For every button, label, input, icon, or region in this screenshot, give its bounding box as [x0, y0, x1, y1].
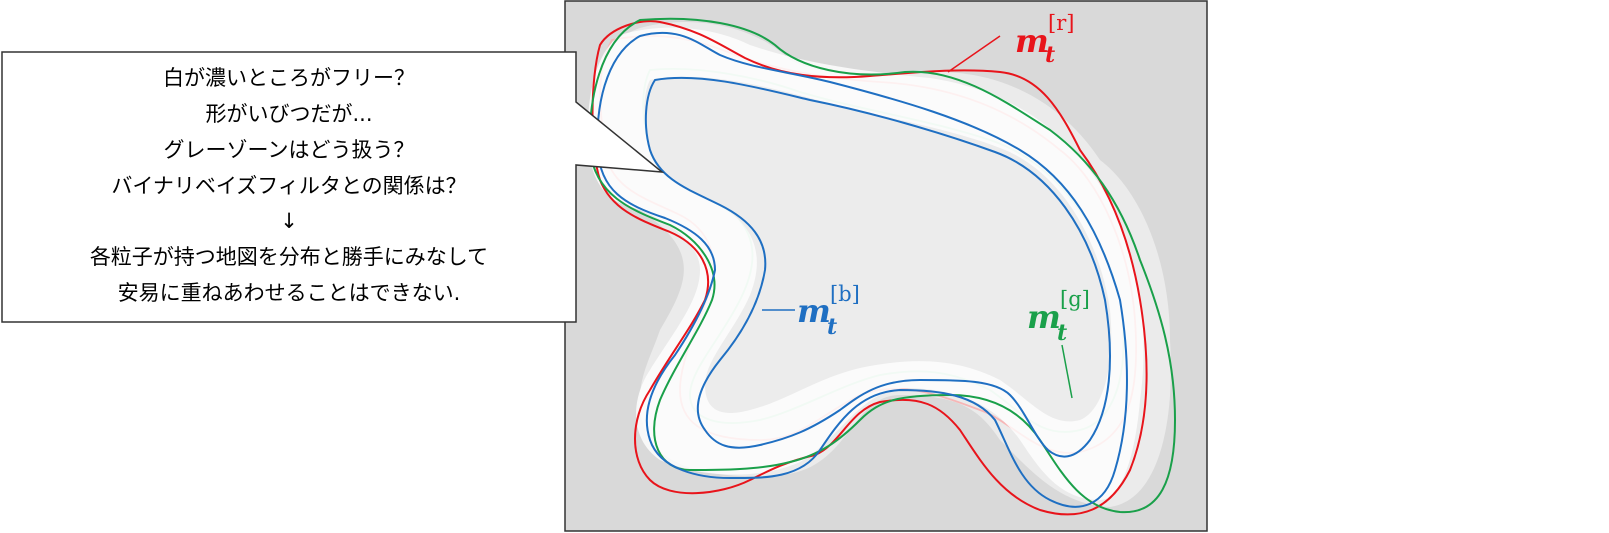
- svg-text:t: t: [1045, 42, 1055, 68]
- svg-text:t: t: [827, 314, 837, 340]
- callout-line-4: バイナリベイズフィルタとの関係は？: [111, 174, 466, 198]
- label-g: m t [g]: [1027, 287, 1090, 346]
- callout-line-2: 形がいびつだが...: [205, 102, 372, 126]
- label-b: m t [b]: [797, 282, 860, 340]
- svg-text:m: m: [797, 292, 831, 330]
- leader-g: [1061, 344, 1073, 399]
- callout-line-1: 白が濃いところがフリー？: [163, 66, 415, 90]
- label-r-sub: t: [1045, 42, 1055, 68]
- label-r-sup: [r]: [1048, 11, 1074, 35]
- callout-text: 白が濃いところがフリー？ 形がいびつだが... グレーゾーンはどう扱う？ バイナ…: [90, 66, 488, 305]
- callout-line-7: 安易に重ねあわせることはできない.: [118, 281, 461, 305]
- label-b-base: m: [797, 292, 831, 330]
- contour-g: [588, 17, 1177, 514]
- callout-line-6: 各粒子が持つ地図を分布と勝手にみなして: [90, 245, 488, 269]
- inner-uncertain-region: [644, 76, 1112, 422]
- callout-bubble: [1, 51, 665, 323]
- svg-text:t: t: [1057, 320, 1067, 346]
- label-g-base: m: [1027, 298, 1061, 336]
- label-g-sub: t: [1057, 320, 1067, 346]
- svg-text:m: m: [1027, 298, 1061, 336]
- leader-r: [947, 35, 1001, 73]
- svg-text:[g]: [g]: [1060, 287, 1090, 311]
- label-r-base: m: [1015, 22, 1049, 60]
- callout-line-3: グレーゾーンはどう扱う？: [164, 138, 415, 162]
- label-r: m t [r]: [1015, 11, 1074, 68]
- svg-text:[b]: [b]: [830, 282, 860, 306]
- svg-text:[r]: [r]: [1048, 11, 1074, 35]
- label-b-sup: [b]: [830, 282, 860, 306]
- label-g-sup: [g]: [1060, 287, 1090, 311]
- contour-b-inner: [644, 76, 1111, 458]
- contour-b-outer: [596, 31, 1128, 508]
- callout-arrow: ↓: [280, 209, 298, 233]
- label-b-sub: t: [827, 314, 837, 340]
- svg-text:m: m: [1015, 22, 1049, 60]
